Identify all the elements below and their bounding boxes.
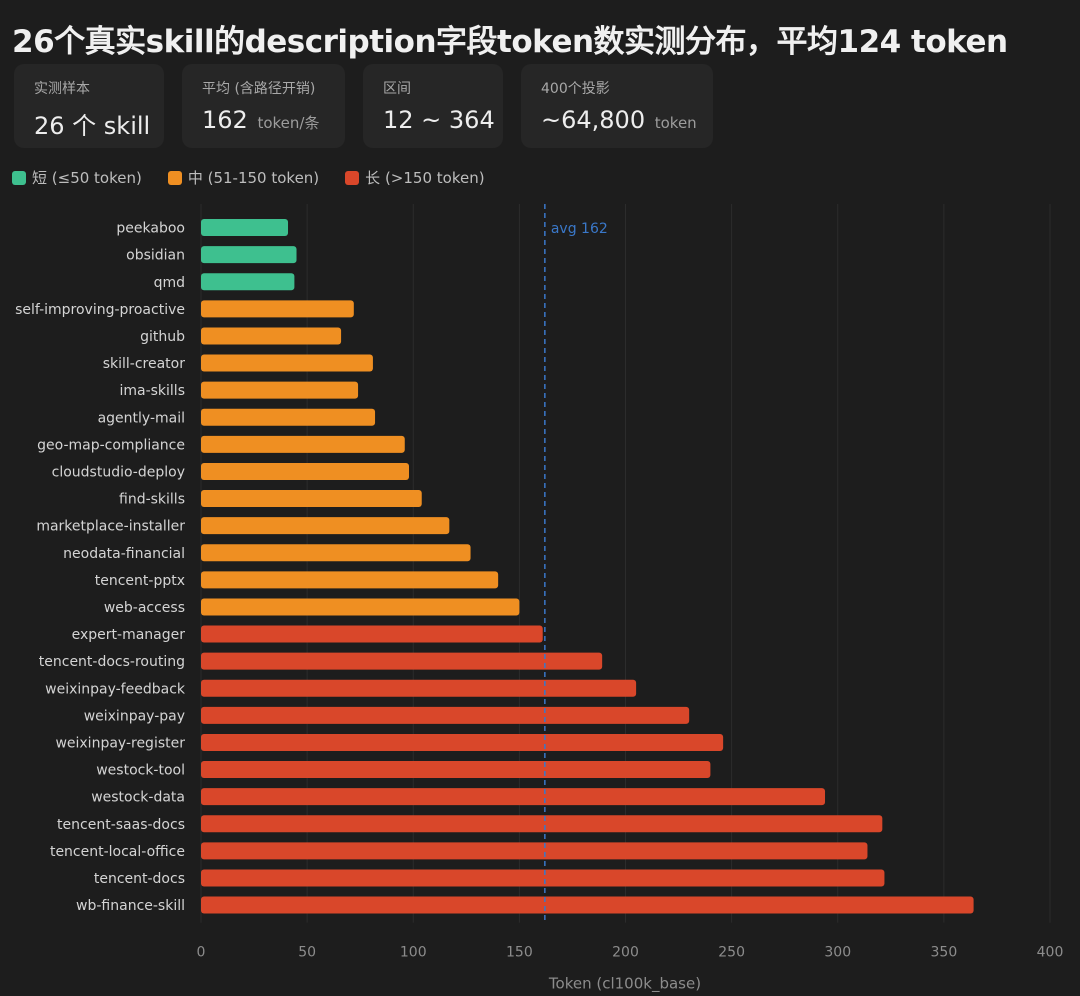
stat-card-range: 区间 12 ~ 364 xyxy=(363,64,503,148)
bar xyxy=(201,571,499,589)
bar xyxy=(201,517,450,535)
x-tick-label: 250 xyxy=(718,945,745,961)
bar xyxy=(201,896,974,914)
y-tick-label: obsidian xyxy=(126,248,185,264)
legend-swatch-short xyxy=(12,170,26,185)
stat-label: 区间 xyxy=(383,81,411,97)
bar xyxy=(201,598,520,616)
y-tick-label: tencent-local-office xyxy=(50,844,185,860)
bar xyxy=(201,462,410,480)
y-tick-label: westock-tool xyxy=(96,763,185,779)
stat-value: 26 个 skill xyxy=(34,112,151,140)
legend-label: 中 (51-150 token) xyxy=(187,169,320,187)
bar xyxy=(201,273,295,291)
x-tick-label: 400 xyxy=(1037,945,1064,961)
y-tick-label: weixinpay-register xyxy=(55,735,185,751)
y-tick-label: self-improving-proactive xyxy=(15,302,185,318)
y-tick-label: tencent-docs xyxy=(94,871,185,887)
y-tick-label: neodata-financial xyxy=(63,546,185,562)
bar xyxy=(201,842,868,860)
bar xyxy=(201,408,376,426)
stat-unit: token xyxy=(654,114,697,132)
bar xyxy=(201,354,373,372)
legend-swatch-medium xyxy=(167,170,182,185)
average-line-label: avg 162 xyxy=(551,221,608,237)
bar xyxy=(201,219,289,237)
y-tick-label: peekaboo xyxy=(116,221,185,237)
legend-item-long: 长 (>150 token) xyxy=(345,167,485,188)
x-tick-label: 200 xyxy=(612,945,639,961)
stat-label: 400个投影 xyxy=(541,81,610,97)
bar xyxy=(201,490,422,508)
y-tick-label: westock-data xyxy=(91,790,185,806)
y-tick-label: tencent-pptx xyxy=(95,573,185,589)
bar xyxy=(201,706,690,724)
y-tick-label: marketplace-installer xyxy=(36,519,185,535)
y-tick-label: geo-map-compliance xyxy=(37,437,185,453)
x-tick-label: 350 xyxy=(931,945,958,961)
legend-label: 短 (≤50 token) xyxy=(32,169,142,187)
y-tick-label: cloudstudio-deploy xyxy=(52,464,185,480)
y-tick-label: find-skills xyxy=(119,492,185,508)
bar xyxy=(201,246,297,264)
bar xyxy=(201,815,883,833)
bar-chart: 0 50 100 150 200 250 300 350 400 peekaboo obsidian… xyxy=(15,204,1064,994)
bar xyxy=(201,679,637,697)
bar xyxy=(201,625,543,643)
y-tick-label: weixinpay-pay xyxy=(84,708,185,724)
y-tick-label: tencent-saas-docs xyxy=(57,817,185,833)
bar xyxy=(201,788,826,806)
bar xyxy=(201,652,603,670)
y-tick-label: qmd xyxy=(154,275,185,291)
stat-value: ~64,800 xyxy=(541,106,646,134)
y-tick-label: agently-mail xyxy=(98,410,185,426)
x-axis-title: Token (cl100k_base) xyxy=(548,975,701,994)
legend-item-medium: 中 (51-150 token) xyxy=(167,167,320,188)
y-tick-label: github xyxy=(140,329,185,345)
stat-label: 实测样本 xyxy=(34,81,90,97)
y-tick-label: skill-creator xyxy=(103,356,186,372)
x-tick-label: 150 xyxy=(506,945,533,961)
chart-title: 26个真实skill的description字段token数实测分布，平均124… xyxy=(12,24,1008,60)
x-tick-label: 0 xyxy=(197,945,206,961)
x-tick-label: 50 xyxy=(298,945,316,961)
bar xyxy=(201,733,724,751)
y-tick-label: web-access xyxy=(104,600,185,616)
bar xyxy=(201,544,471,562)
x-tick-label: 100 xyxy=(400,945,427,961)
bar xyxy=(201,435,405,453)
legend-swatch-long xyxy=(345,170,360,185)
y-tick-label: weixinpay-feedback xyxy=(45,681,186,697)
legend-label: 长 (>150 token) xyxy=(365,169,485,187)
stat-unit: token/条 xyxy=(257,114,320,132)
x-tick-label: 300 xyxy=(824,945,851,961)
legend-item-short: 短 (≤50 token) xyxy=(12,167,142,188)
stat-value: 162 xyxy=(202,106,248,134)
bar xyxy=(201,869,885,887)
y-tick-label: expert-manager xyxy=(72,627,186,643)
chart-legend: 短 (≤50 token) 中 (51-150 token) 长 (>150 t… xyxy=(12,167,485,188)
bar xyxy=(201,761,711,779)
y-tick-label: wb-finance-skill xyxy=(76,898,185,914)
stat-card-projection: 400个投影 ~64,800 token xyxy=(521,64,713,148)
stat-label: 平均 (含路径开销) xyxy=(202,81,316,97)
bar xyxy=(201,300,354,318)
stat-value: 12 ~ 364 xyxy=(383,106,495,134)
y-tick-label: ima-skills xyxy=(119,383,185,399)
stat-card-samples: 实测样本 26 个 skill xyxy=(14,64,164,148)
stat-card-average: 平均 (含路径开销) 162 token/条 xyxy=(182,64,345,148)
bar xyxy=(201,381,359,399)
bar xyxy=(201,327,342,345)
y-tick-label: tencent-docs-routing xyxy=(39,654,185,670)
